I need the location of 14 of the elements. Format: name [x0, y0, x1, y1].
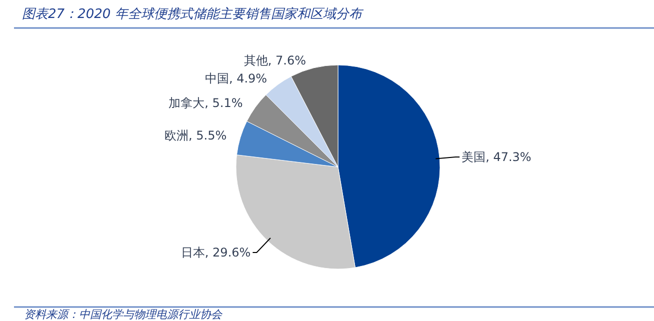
slice-label: 欧洲 [164, 128, 189, 143]
data-label: , 4.9% [228, 71, 268, 86]
data-label: , 5.1% [204, 96, 243, 110]
data-label: , 5.5% [188, 128, 227, 143]
slice-label: 加拿大 [168, 96, 205, 110]
data-label: , 29.6% [204, 246, 251, 260]
data-label: , 7.6% [268, 53, 306, 68]
slice-label: 其他 [244, 53, 268, 68]
chart-title: 图表27：2020 年全球便携式储能主要销售国家和区域分布 [22, 6, 364, 22]
text: 资料来源：中国化学与物理电源行业协会 [24, 308, 223, 321]
data-label: , 47.3% [486, 150, 532, 164]
slice-label: 美国 [462, 150, 486, 164]
slice-label: 中国 [204, 71, 229, 86]
slice-label: 日本 [180, 246, 205, 260]
